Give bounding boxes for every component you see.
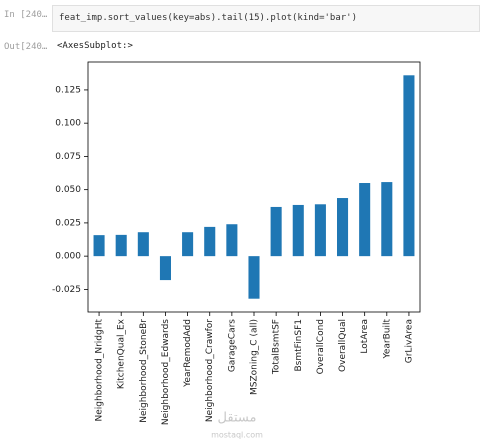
plot-frame [87, 61, 421, 313]
chart: مستقل mostaql.com -0.025 0.000 0.025 0.050 0… [52, 61, 421, 440]
y-tick-label: 0.000 [55, 252, 81, 262]
x-tick-label: GrLivArea [404, 319, 414, 363]
y-tick-label: 0.125 [55, 85, 81, 95]
y-tick-label: -0.025 [52, 285, 81, 295]
x-tick-label: TotalBsmtSF [272, 319, 282, 375]
code-cell[interactable]: feat_imp.sort_values(key=abs).tail(15).p… [52, 5, 480, 32]
bar [292, 204, 304, 257]
bar [204, 226, 216, 257]
input-prompt: In [240… [4, 10, 48, 20]
x-tick-label: YearRemodAdd [183, 319, 193, 388]
watermark: مستقل [218, 411, 257, 426]
x-tick-label: MSZoning_C (all) [250, 319, 260, 395]
bar [359, 183, 371, 257]
bar [159, 256, 171, 281]
x-tick-label: LotArea [360, 319, 370, 354]
x-tick-label: Neighborhood_StoneBr [139, 319, 149, 423]
bar [403, 75, 415, 257]
x-tick-label: Neighborhood_Crawfor [205, 319, 215, 422]
bar [115, 234, 127, 257]
x-tick-label: BsmtFinSF1 [294, 319, 304, 372]
x-tick-label: Neighborhood_Edwards [161, 319, 171, 425]
y-tick-label: 0.050 [55, 185, 81, 195]
y-tick-label: 0.025 [55, 218, 81, 228]
bar [93, 235, 105, 257]
x-tick-label: Neighborhood_NridgHt [95, 319, 105, 422]
x-tick-label: KitchenQual_Ex [117, 318, 127, 389]
bar [314, 204, 326, 257]
watermark: mostaql.com [211, 431, 263, 440]
bar [248, 256, 260, 299]
bar [381, 182, 393, 257]
x-tick-label: GarageCars [227, 319, 237, 372]
bar [270, 206, 282, 257]
y-tick-label: 0.100 [55, 119, 81, 129]
output-text: <AxesSubplot:> [57, 41, 133, 51]
y-tick-label: 0.075 [55, 152, 81, 162]
bar [226, 224, 238, 257]
bar [182, 232, 194, 257]
x-tick-label: YearBuilt [382, 319, 392, 360]
x-tick-label: OverallCond [316, 319, 326, 374]
output-prompt: Out[240… [4, 42, 48, 52]
bar [137, 232, 149, 257]
bar [337, 198, 349, 257]
x-tick-label: OverallQual [338, 319, 348, 372]
